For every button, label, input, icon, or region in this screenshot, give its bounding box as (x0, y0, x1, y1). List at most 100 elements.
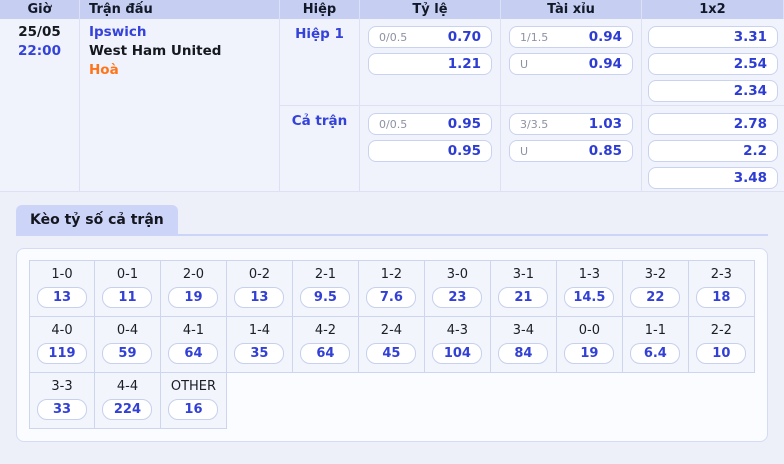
score-cell-2-1: 2-1 9.5 (292, 260, 359, 317)
score-label: 0-4 (116, 323, 139, 338)
score-odds-button[interactable]: 33 (36, 399, 87, 420)
overunder-col-fulltime: 3/3.5 1.03 U 0.85 (501, 105, 642, 191)
handicap-odds-value: 0.95 (447, 116, 481, 132)
home-team[interactable]: Ipswich (89, 24, 147, 40)
score-odds-button[interactable]: 224 (102, 399, 153, 420)
score-odds-button[interactable]: 35 (234, 343, 285, 364)
header-half: Hiệp (280, 0, 360, 19)
overunder-odds-box[interactable]: U 0.94 (509, 53, 633, 75)
handicap-col-half1: 0/0.5 0.70 1.21 (360, 19, 501, 105)
score-odds-button[interactable]: 64 (168, 343, 219, 364)
score-cell-0-0: 0-0 19 (556, 317, 623, 373)
overunder-odds-value: 0.85 (588, 143, 622, 159)
onextwo-odds-box[interactable]: 2.54 (648, 53, 778, 75)
onextwo-odds-box[interactable]: 2.2 (648, 140, 778, 162)
away-team[interactable]: West Ham United (89, 43, 222, 59)
score-odds-button[interactable]: 13 (36, 287, 87, 308)
handicap-odds-value: 0.95 (447, 143, 481, 159)
overunder-line: 1/1.5 (520, 30, 549, 44)
score-label: 0-2 (248, 267, 271, 282)
score-cell-1-4: 1-4 35 (226, 317, 293, 373)
score-cell-0-1: 0-1 11 (94, 260, 161, 317)
score-odds-button[interactable]: 59 (102, 343, 153, 364)
score-odds-button[interactable]: 45 (366, 343, 417, 364)
tab-correct-score[interactable]: Kèo tỷ số cả trận (16, 205, 178, 234)
score-cell-1-3: 1-3 14.5 (556, 260, 623, 317)
score-odds-button[interactable]: 19 (564, 343, 615, 364)
score-cell-3-4: 3-4 84 (490, 317, 557, 373)
score-cell-4-0: 4-0 119 (29, 317, 95, 373)
score-cell-2-0: 2-0 19 (160, 260, 227, 317)
overunder-odds-value: 0.94 (588, 29, 622, 45)
onextwo-odds-box[interactable]: 2.34 (648, 80, 778, 102)
score-odds-button[interactable]: 19 (168, 287, 219, 308)
score-odds-button[interactable]: 23 (432, 287, 483, 308)
onextwo-odds-value: 2.54 (733, 56, 767, 72)
overunder-odds-box[interactable]: 1/1.5 0.94 (509, 26, 633, 48)
score-tab-bar: Kèo tỷ số cả trận (16, 205, 768, 236)
score-cell-2-2: 2-2 10 (688, 317, 755, 373)
handicap-odds-value: 1.21 (447, 56, 481, 72)
header-1x2: 1x2 (642, 0, 784, 19)
onextwo-odds-value: 2.78 (733, 116, 767, 132)
score-cell-4-3: 4-3 104 (424, 317, 491, 373)
score-label: 1-0 (51, 267, 73, 282)
score-odds-button[interactable]: 7.6 (366, 287, 417, 308)
score-odds-button[interactable]: 11 (102, 287, 153, 308)
header-match: Trận đấu (80, 0, 280, 19)
score-odds-button[interactable]: 9.5 (300, 287, 351, 308)
score-label: 3-0 (446, 267, 469, 282)
handicap-odds-box[interactable]: 0/0.5 0.70 (368, 26, 492, 48)
score-cell-2-4: 2-4 45 (358, 317, 425, 373)
score-label: 4-2 (314, 323, 337, 338)
score-odds-button[interactable]: 6.4 (630, 343, 681, 364)
overunder-odds-value: 0.94 (588, 56, 622, 72)
score-odds-button[interactable]: 104 (432, 343, 483, 364)
score-label: 2-4 (380, 323, 403, 338)
onextwo-odds-box[interactable]: 2.78 (648, 113, 778, 135)
score-cell-4-4: 4-4 224 (94, 373, 161, 429)
header-time: Giờ (0, 0, 80, 19)
onextwo-col-fulltime: 2.78 2.2 3.48 (642, 105, 784, 191)
score-label: 0-1 (116, 267, 139, 282)
score-cell-4-2: 4-2 64 (292, 317, 359, 373)
score-cell-1-0: 1-0 13 (29, 260, 95, 317)
score-odds-button[interactable]: 84 (498, 343, 549, 364)
score-odds-button[interactable]: 64 (300, 343, 351, 364)
score-label: 1-4 (248, 323, 271, 338)
score-label: 2-2 (710, 323, 732, 338)
score-cell-4-1: 4-1 64 (160, 317, 227, 373)
handicap-odds-box[interactable]: 0.95 (368, 140, 492, 162)
score-odds-button[interactable]: 18 (696, 287, 747, 308)
overunder-odds-box[interactable]: U 0.85 (509, 140, 633, 162)
handicap-col-fulltime: 0/0.5 0.95 0.95 (360, 105, 501, 191)
score-label: 3-1 (512, 267, 534, 282)
handicap-odds-box[interactable]: 1.21 (368, 53, 492, 75)
correct-score-grid: 1-0 13 0-1 11 2-0 19 0-2 13 2-1 9.5 1-2 7.6 3-0 23 3-1… (29, 260, 755, 429)
score-odds-button[interactable]: 16 (168, 399, 219, 420)
handicap-odds-box[interactable]: 0/0.5 0.95 (368, 113, 492, 135)
score-cell-3-0: 3-0 23 (424, 260, 491, 317)
match-odds-table: Giờ Trận đấu Hiệp Tỷ lệ Tài xỉu 1x2 25/0… (0, 0, 784, 192)
score-label: 1-1 (644, 323, 666, 338)
handicap-line: 0/0.5 (379, 30, 408, 44)
match-teams-cell: Ipswich West Ham United Hoà (80, 19, 280, 191)
onextwo-odds-box[interactable]: 3.48 (648, 167, 778, 189)
score-label: 4-4 (116, 379, 139, 394)
score-odds-button[interactable]: 13 (234, 287, 285, 308)
onextwo-odds-box[interactable]: 3.31 (648, 26, 778, 48)
match-result: Hoà (89, 62, 119, 78)
handicap-line: 0/0.5 (379, 117, 408, 131)
handicap-odds-value: 0.70 (447, 29, 481, 45)
overunder-odds-box[interactable]: 3/3.5 1.03 (509, 113, 633, 135)
score-row: 3-3 33 4-4 224 OTHER 16 (29, 373, 755, 429)
score-odds-button[interactable]: 21 (498, 287, 549, 308)
score-odds-button[interactable]: 119 (36, 343, 87, 364)
score-row: 4-0 119 0-4 59 4-1 64 1-4 35 4-2 64 2-4 45 4-3 104 3-4… (29, 317, 755, 373)
score-odds-button[interactable]: 10 (696, 343, 747, 364)
score-cell-1-1: 1-1 6.4 (622, 317, 689, 373)
score-label: 3-4 (512, 323, 534, 338)
match-time: 22:00 (18, 43, 61, 59)
score-odds-button[interactable]: 14.5 (564, 287, 615, 308)
score-odds-button[interactable]: 22 (630, 287, 681, 308)
